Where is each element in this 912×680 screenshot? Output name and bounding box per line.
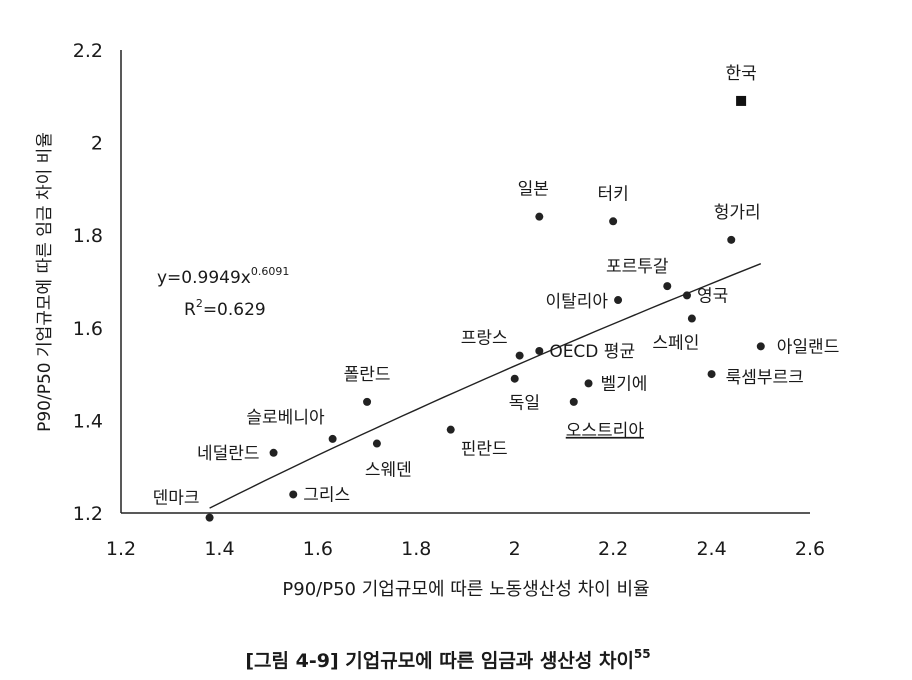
x-tick-label: 2.4 [696,538,726,560]
point-label: 포르투갈 [606,257,669,277]
data-point [363,397,372,406]
data-point [446,425,455,434]
data-point [269,448,278,457]
data-point [328,434,337,443]
data-points [205,95,765,522]
trendline-r-squared: R2=0.629 [184,297,266,320]
y-tick-label: 2 [91,133,103,155]
trendline [209,263,762,509]
point-label: 폴란드 [344,365,391,385]
point-label: 한국 [725,64,756,84]
point-label: 그리스 [303,485,350,505]
data-point [510,374,519,383]
point-label: 벨기에 [601,374,648,394]
point-label: 덴마크 [153,489,200,509]
point-label: 이탈리아 [546,292,609,312]
trendline-equation: y=0.9949x0.6091 [157,265,289,288]
point-label: 스웨덴 [365,461,412,481]
x-tick-label: 1.4 [204,538,234,560]
data-point [663,282,672,291]
data-point [205,513,214,522]
x-tick-labels: 1.2 1.4 1.6 1.8 2 2.2 2.4 2.6 [106,538,825,560]
data-point [515,351,524,360]
x-tick-label: 1.2 [106,538,136,560]
axes [120,50,810,514]
point-label: 영국 [697,286,728,306]
data-point [682,291,691,300]
point-label: 네덜란드 [197,444,260,464]
point-label: 터키 [598,184,629,204]
data-point [535,346,544,355]
point-label: 아일랜드 [777,337,840,357]
y-tick-labels: 1.2 1.4 1.6 1.8 2 2.2 [73,40,103,525]
x-axis-label: P90/P50 기업규모에 따른 노동생산성 차이 비율 [282,579,649,600]
x-tick-label: 2 [509,538,521,560]
data-point [535,212,544,221]
x-tick-label: 2.6 [795,538,825,560]
figure-caption: [그림 4-9] 기업규모에 따른 임금과 생산성 차이55 [245,647,650,672]
point-label: 슬로베니아 [246,408,325,428]
data-point [372,439,381,448]
trendline-equation-exponent: 0.6091 [251,265,290,278]
x-tick-label: 1.8 [401,538,431,560]
x-tick-label: 1.6 [303,538,333,560]
point-label: 일본 [518,180,549,200]
point-label: 독일 [509,394,540,414]
y-tick-label: 1.2 [73,503,103,525]
y-tick-label: 1.4 [73,410,103,432]
point-label: 프랑스 [461,329,508,349]
data-point [756,342,765,351]
point-label: 룩셈부르크 [726,368,804,388]
x-tick-label: 2.2 [598,538,628,560]
data-point [584,379,593,388]
y-axis-label: P90/P50 기업규모에 따른 임금 차이 비율 [35,132,55,432]
data-point [687,314,696,323]
y-tick-label: 1.8 [73,225,103,247]
data-point [614,296,623,305]
trendline-equation-base: y=0.9949x [157,268,251,288]
data-point-square [736,95,747,106]
data-point [569,397,578,406]
point-label: 스페인 [652,334,699,354]
point-label: OECD 평균 [549,342,635,362]
data-point [707,370,716,379]
point-label: 핀란드 [461,440,508,460]
point-label: 헝가리 [714,203,761,223]
data-point [727,235,736,244]
point-label: 오스트리아 [566,421,645,441]
y-tick-label: 2.2 [73,40,103,62]
data-point [609,217,618,226]
data-point [289,490,298,499]
y-tick-label: 1.6 [73,318,103,340]
